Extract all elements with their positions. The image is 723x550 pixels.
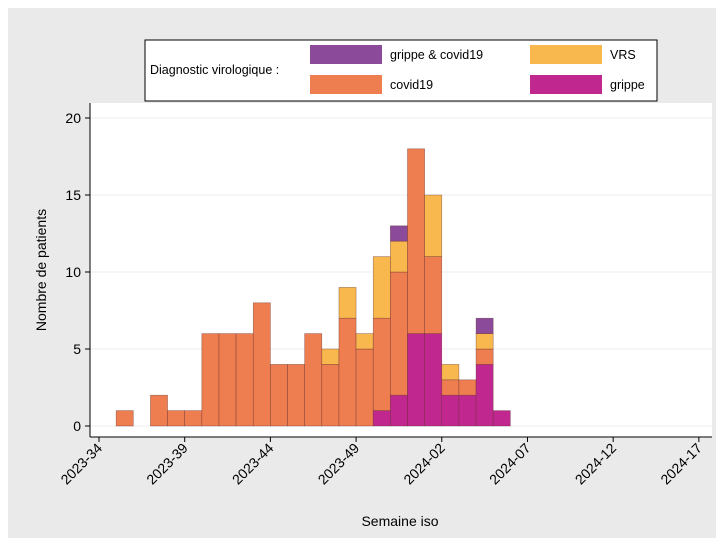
y-tick-label: 20 — [65, 110, 81, 126]
x-axis-title: Semaine iso — [361, 513, 438, 529]
bar-segment — [390, 225, 408, 242]
bar-segment — [390, 394, 408, 427]
bar-segment — [475, 348, 494, 365]
bar-segment — [458, 394, 477, 427]
bar-segment — [372, 317, 391, 411]
bar-segment — [441, 379, 460, 396]
bar-segment — [355, 348, 374, 427]
bar-segment — [338, 317, 357, 427]
bar-segment — [441, 364, 460, 381]
bar-segment — [270, 364, 288, 427]
y-tick-label: 10 — [65, 264, 81, 280]
bar-segment — [390, 271, 408, 396]
y-tick-label: 5 — [73, 341, 81, 357]
legend-swatch — [530, 45, 602, 64]
bar-segment — [458, 379, 477, 396]
bar-segment — [475, 317, 494, 334]
bar-segment — [201, 333, 220, 427]
bar-segment — [355, 333, 374, 350]
bar-segment — [475, 333, 494, 350]
bar-segment — [372, 256, 391, 319]
bar-segment — [252, 302, 271, 427]
bar-segment — [407, 148, 425, 334]
bar-segment — [115, 410, 134, 427]
legend-swatch — [530, 75, 602, 94]
legend-label: grippe — [610, 78, 645, 92]
bar-segment — [492, 410, 511, 427]
bar-segment — [167, 410, 185, 427]
bar-segment — [321, 348, 340, 365]
y-tick-label: 15 — [65, 187, 81, 203]
legend-label: covid19 — [390, 78, 433, 92]
bar-segment — [407, 333, 425, 427]
legend-swatch — [310, 45, 382, 64]
bar-segment — [424, 256, 443, 334]
legend-label: grippe & covid19 — [390, 48, 483, 62]
legend-label: VRS — [610, 48, 636, 62]
bar-segment — [304, 333, 323, 427]
y-tick-label: 0 — [73, 418, 81, 434]
bar-segment — [390, 240, 408, 273]
bar-segment — [475, 364, 494, 427]
y-axis-title: Nombre de patients — [33, 209, 49, 331]
bar-segment — [287, 364, 305, 427]
bar-segment — [184, 410, 203, 427]
bar-segment — [218, 333, 237, 427]
bar-segment — [235, 333, 254, 427]
bar-segment — [150, 394, 168, 427]
bar-segment — [321, 364, 340, 427]
bar-segment — [441, 394, 460, 427]
bar-segment — [424, 194, 443, 257]
bar-segment — [372, 410, 391, 427]
bar-segment — [424, 333, 443, 427]
bar-segment — [338, 287, 357, 319]
legend-title: Diagnostic virologique : — [150, 63, 279, 77]
legend-swatch — [310, 75, 382, 94]
